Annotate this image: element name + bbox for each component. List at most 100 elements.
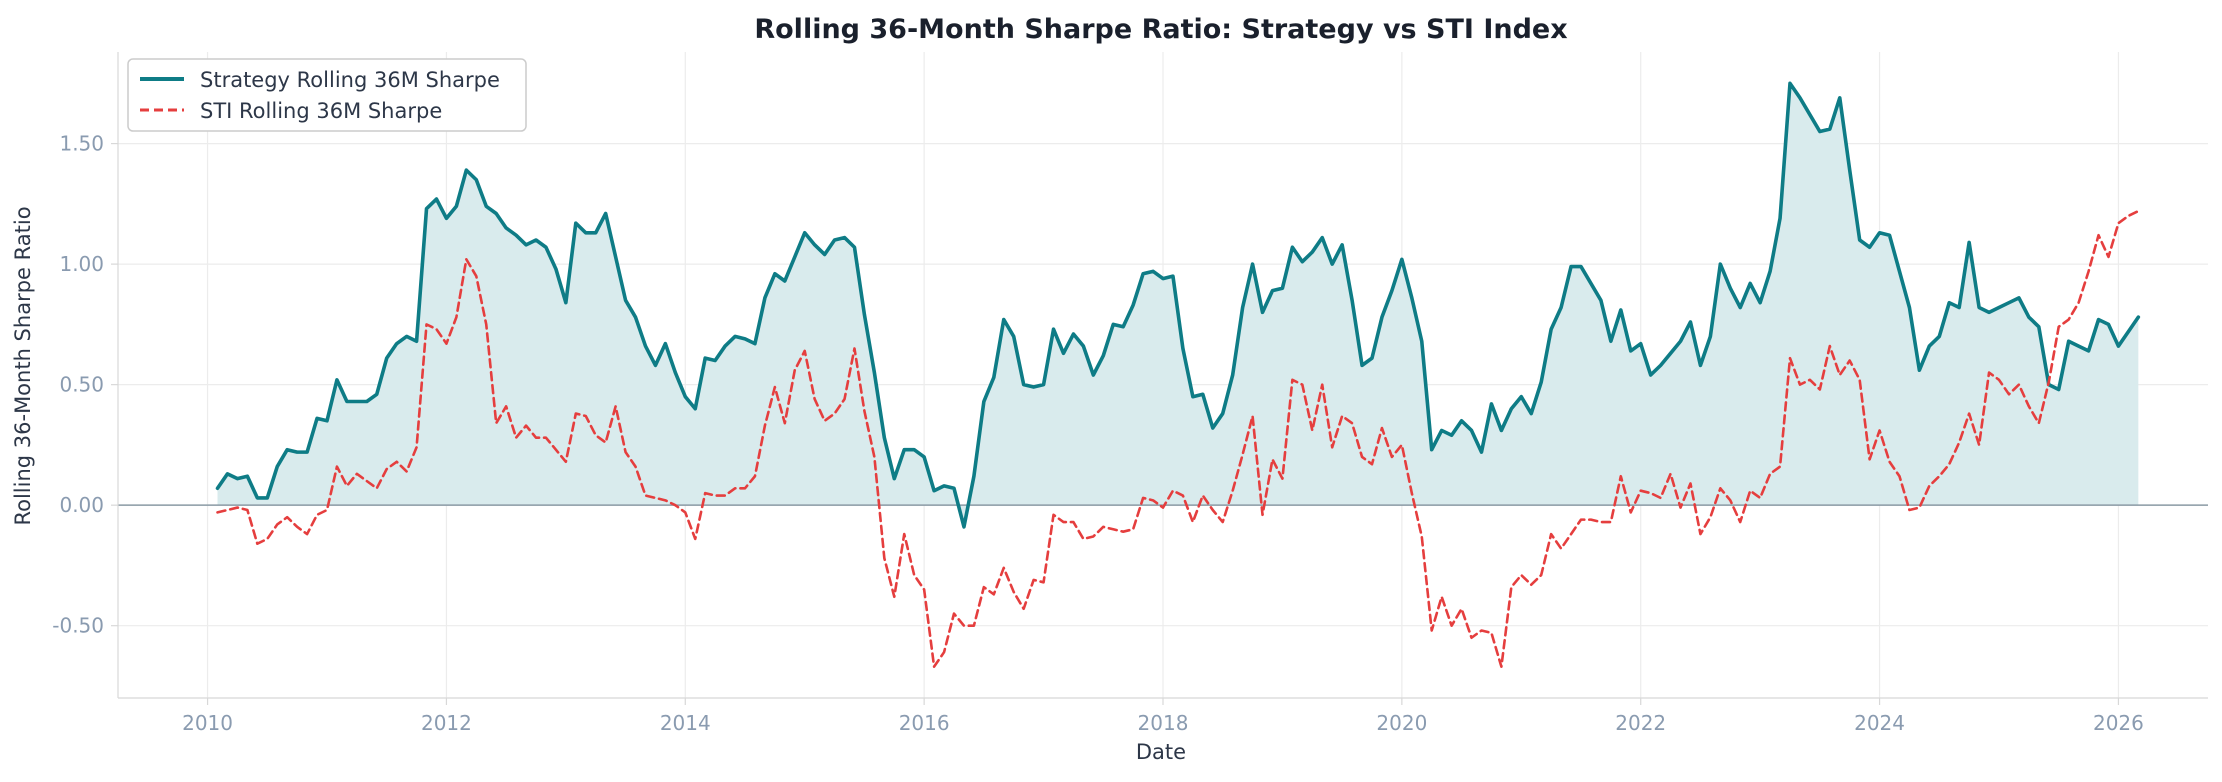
sti-data-point bbox=[1708, 515, 1712, 519]
sti-data-point bbox=[1390, 455, 1394, 459]
sti-data-point bbox=[1201, 494, 1205, 498]
sti-data-point bbox=[285, 515, 289, 519]
strategy-data-point bbox=[773, 272, 777, 276]
strategy-data-point bbox=[534, 238, 538, 242]
strategy-data-point bbox=[1450, 433, 1454, 437]
sti-data-point bbox=[1022, 607, 1026, 611]
strategy-data-point bbox=[1111, 322, 1115, 326]
sti-data-point bbox=[634, 465, 638, 469]
sti-data-point bbox=[1917, 506, 1921, 510]
sti-data-point bbox=[1539, 573, 1543, 577]
sti-data-point bbox=[1878, 428, 1882, 432]
sti-data-point bbox=[2037, 421, 2041, 425]
sti-data-point bbox=[942, 650, 946, 654]
sti-data-point bbox=[1101, 525, 1105, 529]
sti-data-point bbox=[1479, 629, 1483, 633]
sti-data-point bbox=[663, 498, 667, 502]
strategy-data-point bbox=[1440, 428, 1444, 432]
strategy-data-point bbox=[1151, 269, 1155, 273]
sti-data-point bbox=[1111, 527, 1115, 531]
strategy-data-point bbox=[1708, 334, 1712, 338]
sti-data-point bbox=[405, 469, 409, 473]
sti-data-point bbox=[544, 436, 548, 440]
sti-data-point bbox=[1987, 371, 1991, 375]
sti-data-point bbox=[1569, 532, 1573, 536]
y-tick-label: 1.00 bbox=[59, 252, 104, 276]
sti-data-point bbox=[614, 404, 618, 408]
strategy-data-point bbox=[1340, 243, 1344, 247]
sti-data-point bbox=[2077, 301, 2081, 305]
sti-data-point bbox=[1251, 414, 1255, 418]
sti-data-point bbox=[1688, 481, 1692, 485]
sti-data-point bbox=[1798, 383, 1802, 387]
strategy-data-point bbox=[1370, 356, 1374, 360]
strategy-data-point bbox=[1579, 265, 1583, 269]
strategy-data-point bbox=[624, 298, 628, 302]
strategy-data-point bbox=[1221, 412, 1225, 416]
strategy-data-point bbox=[733, 334, 737, 338]
sti-data-point bbox=[763, 424, 767, 428]
y-tick-label: 1.50 bbox=[59, 132, 104, 156]
sti-data-point bbox=[1131, 527, 1135, 531]
strategy-data-point bbox=[1330, 262, 1334, 266]
strategy-data-point bbox=[653, 363, 657, 367]
strategy-data-point bbox=[1141, 272, 1145, 276]
sti-data-point bbox=[843, 397, 847, 401]
strategy-data-point bbox=[1290, 245, 1294, 249]
sti-data-point bbox=[1679, 506, 1683, 510]
legend-label-strategy: Strategy Rolling 36M Sharpe bbox=[200, 68, 500, 92]
sti-data-point bbox=[1549, 532, 1553, 536]
strategy-data-point bbox=[852, 245, 856, 249]
sti-data-point bbox=[395, 460, 399, 464]
sti-data-point bbox=[1967, 412, 1971, 416]
sti-data-point bbox=[952, 612, 956, 616]
sti-data-point bbox=[1310, 428, 1314, 432]
sti-data-point bbox=[1032, 578, 1036, 582]
strategy-data-point bbox=[1310, 250, 1314, 254]
strategy-data-point bbox=[1052, 327, 1056, 331]
strategy-data-point bbox=[723, 344, 727, 348]
sti-data-point bbox=[514, 436, 518, 440]
sti-data-point bbox=[1300, 383, 1304, 387]
sti-data-point bbox=[1270, 457, 1274, 461]
strategy-data-point bbox=[1509, 407, 1513, 411]
strategy-data-point bbox=[1539, 380, 1543, 384]
sti-data-point bbox=[265, 537, 269, 541]
strategy-data-point bbox=[1420, 339, 1424, 343]
sti-data-point bbox=[1649, 491, 1653, 495]
sti-data-point bbox=[773, 385, 777, 389]
strategy-data-point bbox=[882, 436, 886, 440]
strategy-data-point bbox=[1997, 306, 2001, 310]
sti-data-point bbox=[1748, 489, 1752, 493]
sti-data-point bbox=[1340, 414, 1344, 418]
strategy-data-point bbox=[912, 448, 916, 452]
x-axis-ticks: 2010 2012 2014 2016 2018 2020 2022 2024 2026 bbox=[182, 698, 2144, 735]
sti-line bbox=[216, 209, 2140, 668]
sti-data-point bbox=[1579, 518, 1583, 522]
strategy-data-point bbox=[1917, 368, 1921, 372]
sti-data-point bbox=[275, 522, 279, 526]
strategy-data-point bbox=[1350, 298, 1354, 302]
strategy-data-point bbox=[415, 339, 419, 343]
strategy-data-point bbox=[395, 342, 399, 346]
sti-data-point bbox=[1450, 624, 1454, 628]
sti-data-point bbox=[305, 532, 309, 536]
sti-data-point bbox=[1599, 520, 1603, 524]
strategy-data-point bbox=[1121, 325, 1125, 329]
strategy-data-point bbox=[1479, 450, 1483, 454]
sti-data-point bbox=[534, 436, 538, 440]
sti-data-point bbox=[425, 322, 429, 326]
strategy-data-point bbox=[1280, 286, 1284, 290]
sti-data-point bbox=[1897, 474, 1901, 478]
strategy-data-point bbox=[1788, 81, 1792, 85]
sti-data-point bbox=[1868, 457, 1872, 461]
strategy-data-point bbox=[952, 486, 956, 490]
strategy-data-point bbox=[1032, 385, 1036, 389]
sti-data-point bbox=[932, 665, 936, 669]
strategy-data-point bbox=[1470, 428, 1474, 432]
strategy-data-point bbox=[843, 236, 847, 240]
sti-data-point bbox=[693, 537, 697, 541]
strategy-data-point bbox=[2037, 325, 2041, 329]
sti-data-point bbox=[1997, 378, 2001, 382]
